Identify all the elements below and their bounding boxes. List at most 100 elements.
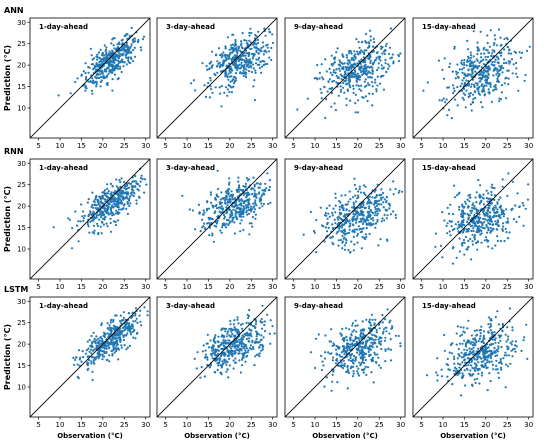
data-point bbox=[143, 191, 146, 194]
data-point bbox=[357, 84, 360, 87]
data-point bbox=[371, 63, 374, 66]
data-point bbox=[389, 348, 393, 351]
data-point bbox=[447, 86, 450, 89]
data-point bbox=[89, 220, 92, 223]
data-point bbox=[362, 56, 365, 59]
data-point bbox=[209, 76, 212, 79]
data-point bbox=[102, 212, 105, 215]
data-point bbox=[133, 328, 136, 332]
data-point bbox=[216, 340, 220, 343]
data-point bbox=[381, 196, 384, 199]
y-tick-label: 15 bbox=[17, 83, 26, 91]
data-point bbox=[249, 332, 252, 335]
data-point bbox=[477, 361, 480, 364]
data-point bbox=[96, 208, 99, 211]
data-point bbox=[367, 70, 370, 73]
data-point bbox=[323, 240, 326, 243]
data-point bbox=[470, 229, 473, 233]
data-point bbox=[471, 100, 474, 103]
data-point bbox=[502, 209, 505, 212]
data-point bbox=[487, 66, 490, 69]
data-point bbox=[124, 54, 127, 57]
data-point bbox=[482, 360, 485, 363]
data-point bbox=[93, 67, 96, 70]
data-point bbox=[253, 364, 256, 367]
data-point bbox=[485, 351, 488, 354]
data-point bbox=[458, 372, 461, 375]
data-point bbox=[493, 338, 497, 341]
data-point bbox=[435, 371, 438, 374]
data-point bbox=[230, 347, 233, 350]
data-point bbox=[503, 82, 506, 85]
data-point bbox=[384, 318, 387, 321]
data-point bbox=[145, 183, 148, 186]
data-point bbox=[226, 350, 229, 353]
data-point bbox=[226, 76, 229, 79]
data-point bbox=[358, 213, 361, 217]
data-point bbox=[351, 322, 354, 325]
scatter-points bbox=[57, 26, 146, 97]
y-tick-label: 25 bbox=[17, 319, 26, 327]
data-point bbox=[254, 33, 257, 37]
identity-line bbox=[285, 297, 405, 417]
data-point bbox=[486, 78, 489, 81]
data-point bbox=[462, 98, 465, 101]
data-point bbox=[249, 47, 252, 51]
data-point bbox=[378, 342, 381, 345]
data-point bbox=[392, 60, 395, 63]
data-point bbox=[514, 340, 518, 343]
data-point bbox=[511, 348, 515, 351]
data-point bbox=[217, 364, 220, 367]
data-point bbox=[250, 210, 253, 213]
data-point bbox=[264, 189, 267, 192]
data-point bbox=[106, 195, 109, 198]
data-point bbox=[260, 202, 263, 205]
x-tick-label: 25 bbox=[247, 142, 256, 150]
data-point bbox=[384, 45, 387, 48]
data-point bbox=[90, 219, 94, 222]
data-point bbox=[384, 349, 387, 352]
data-point bbox=[477, 340, 480, 343]
data-point bbox=[384, 326, 387, 329]
data-point bbox=[342, 345, 345, 348]
data-point bbox=[506, 194, 509, 197]
data-point bbox=[478, 73, 481, 76]
data-point bbox=[379, 82, 382, 85]
data-point bbox=[377, 356, 380, 359]
data-point bbox=[82, 70, 85, 73]
data-point bbox=[349, 345, 352, 349]
data-point bbox=[124, 45, 128, 48]
data-point bbox=[507, 52, 510, 55]
data-point bbox=[497, 224, 500, 227]
data-point bbox=[210, 66, 213, 69]
data-point bbox=[501, 322, 504, 326]
data-point bbox=[467, 218, 470, 221]
data-point bbox=[228, 222, 231, 225]
data-point bbox=[342, 237, 345, 240]
data-point bbox=[371, 196, 374, 199]
data-point bbox=[473, 378, 476, 381]
data-point bbox=[490, 52, 494, 55]
data-point bbox=[467, 68, 470, 71]
data-point bbox=[358, 46, 361, 49]
data-point bbox=[496, 201, 499, 204]
data-point bbox=[343, 362, 346, 365]
data-point bbox=[217, 47, 221, 50]
data-point bbox=[329, 71, 332, 74]
data-point bbox=[224, 353, 227, 356]
data-point bbox=[219, 70, 223, 73]
data-point bbox=[365, 218, 369, 221]
data-point bbox=[476, 67, 479, 70]
data-point bbox=[238, 207, 241, 210]
data-point bbox=[217, 346, 220, 349]
data-point bbox=[489, 322, 492, 326]
data-point bbox=[109, 192, 112, 196]
data-point bbox=[483, 68, 486, 71]
data-point bbox=[240, 46, 244, 49]
data-point bbox=[483, 239, 486, 242]
data-point bbox=[384, 62, 387, 65]
data-point bbox=[326, 223, 329, 226]
data-point bbox=[488, 326, 491, 329]
data-point bbox=[502, 357, 505, 360]
